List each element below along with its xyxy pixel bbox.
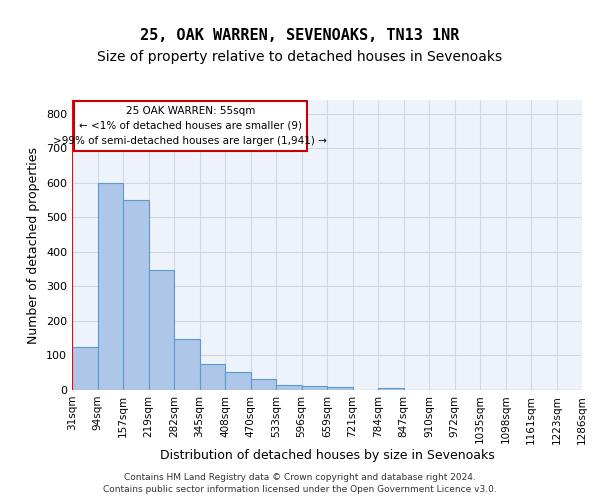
Text: Size of property relative to detached houses in Sevenoaks: Size of property relative to detached ho… <box>97 50 503 64</box>
Bar <box>72 347 97 390</box>
Bar <box>302 386 327 390</box>
Text: Contains public sector information licensed under the Open Government Licence v3: Contains public sector information licen… <box>103 485 497 494</box>
Bar <box>97 183 123 390</box>
Bar <box>378 388 404 390</box>
Bar <box>251 379 276 390</box>
Bar <box>199 364 225 390</box>
Y-axis label: Number of detached properties: Number of detached properties <box>28 146 40 344</box>
Text: 25 OAK WARREN: 55sqm
← <1% of detached houses are smaller (9)
>99% of semi-detac: 25 OAK WARREN: 55sqm ← <1% of detached h… <box>53 106 327 146</box>
FancyBboxPatch shape <box>74 100 307 151</box>
Bar <box>276 385 302 390</box>
Text: Contains HM Land Registry data © Crown copyright and database right 2024.: Contains HM Land Registry data © Crown c… <box>124 472 476 482</box>
Bar <box>123 200 149 390</box>
Bar <box>149 270 174 390</box>
Bar <box>327 387 353 390</box>
X-axis label: Distribution of detached houses by size in Sevenoaks: Distribution of detached houses by size … <box>160 449 494 462</box>
Text: 25, OAK WARREN, SEVENOAKS, TN13 1NR: 25, OAK WARREN, SEVENOAKS, TN13 1NR <box>140 28 460 42</box>
Bar <box>225 372 251 390</box>
Bar <box>174 339 199 390</box>
